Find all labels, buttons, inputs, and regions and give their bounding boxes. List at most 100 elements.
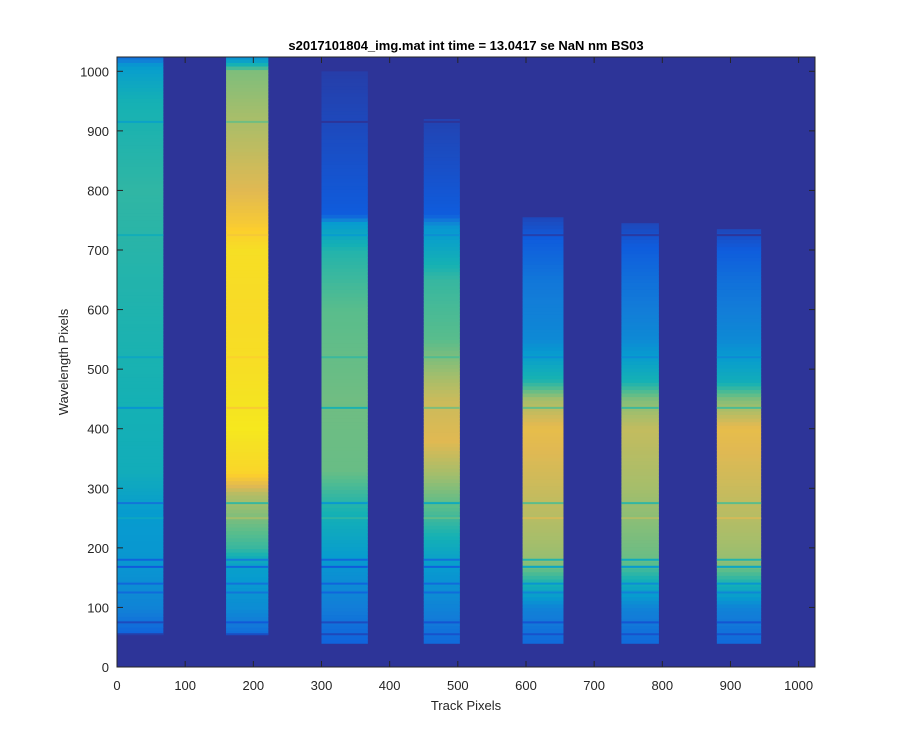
band-cell (117, 602, 164, 607)
band-cell (716, 607, 762, 612)
band-cell (423, 278, 460, 283)
band-cell (423, 364, 460, 369)
band-cell (226, 137, 269, 142)
band-cell (226, 223, 269, 228)
band-cell (522, 585, 564, 591)
band-cell (321, 107, 368, 112)
band-cell (716, 510, 762, 516)
band-cell (226, 384, 269, 389)
band-cell (423, 239, 460, 244)
band-cell (321, 342, 368, 348)
band-cell (423, 146, 460, 151)
band-cell (117, 133, 164, 139)
band-cell (321, 135, 368, 140)
band-cell (226, 62, 269, 67)
band-cell (226, 369, 269, 374)
band-cell (423, 514, 460, 519)
band-cell (226, 587, 269, 592)
plot-frame (116, 56, 816, 668)
band-cell (226, 498, 269, 503)
band-cell (621, 510, 659, 516)
band-cell (621, 468, 659, 473)
band-cell (226, 484, 269, 489)
band-cell (321, 457, 368, 462)
band-cell (621, 228, 659, 233)
band-cell (423, 167, 460, 172)
band-cell (716, 342, 762, 348)
band-cell (226, 191, 269, 196)
band-cell (522, 493, 564, 498)
band-cell (716, 300, 762, 305)
band-cell (423, 185, 460, 190)
band-cell (716, 482, 762, 487)
band-cell (117, 573, 164, 578)
band-cell (621, 407, 659, 412)
band-cell (621, 421, 659, 426)
band-cell (716, 371, 762, 376)
band-cell (716, 464, 762, 469)
band-cell (226, 609, 269, 614)
band-cell (423, 596, 460, 601)
y-axis-label: Wavelength Pixels (56, 308, 71, 415)
band-cell (321, 435, 368, 441)
band-cell (423, 139, 460, 144)
band-cell (621, 478, 659, 483)
band-cell (423, 478, 460, 483)
band-cell (226, 577, 269, 582)
band-cell (621, 446, 659, 451)
band-cell (522, 357, 564, 362)
band-cell (226, 112, 269, 117)
band-cell (321, 439, 368, 444)
band-cell (423, 585, 460, 591)
band-cell (423, 493, 460, 498)
band-cell (321, 296, 368, 301)
band-cell (117, 416, 164, 421)
band-cell (716, 596, 762, 601)
band-cell (226, 487, 269, 492)
band-cell (117, 441, 164, 446)
band-cell (321, 292, 368, 298)
band-cell (716, 618, 762, 623)
band-cell (117, 180, 164, 185)
band-cell (117, 537, 164, 542)
band-cell (321, 392, 368, 398)
band-cell (716, 400, 762, 405)
band-cell (226, 373, 269, 378)
band-cell (117, 341, 164, 346)
band-cell (226, 101, 269, 106)
band-cell (423, 543, 460, 548)
band-cell (117, 373, 164, 378)
band-cell (423, 328, 460, 333)
band-cell (716, 328, 762, 333)
band-cell (321, 600, 368, 605)
band-cell (226, 584, 269, 589)
band-cell (716, 335, 762, 340)
band-cell (423, 132, 460, 137)
band-cell (321, 250, 368, 255)
band-cell (423, 489, 460, 494)
band-cell (522, 396, 564, 401)
band-cell (621, 432, 659, 437)
band-cell (226, 219, 269, 224)
band-cell (321, 328, 368, 333)
band-cell (522, 525, 564, 530)
band-cell (716, 339, 762, 344)
band-cell (226, 341, 269, 346)
band-cell (423, 292, 460, 298)
band-cell (226, 366, 269, 371)
band-cell (423, 414, 460, 419)
band-cell (117, 426, 164, 432)
x-axis-ticks: 0 100 200 300 400 500 600 700 800 900 1000 (113, 57, 813, 693)
x-tick-label: 600 (515, 678, 537, 693)
band-cell (321, 221, 368, 226)
band-cell (522, 353, 564, 358)
band-cell (716, 278, 762, 283)
band-cell (621, 628, 659, 634)
band-cell (226, 562, 269, 567)
band-cell (716, 285, 762, 290)
band-cell (621, 289, 659, 294)
band-cell (117, 498, 164, 503)
band-cell (716, 560, 762, 566)
band-cell (522, 518, 564, 523)
band-cell (117, 359, 164, 364)
